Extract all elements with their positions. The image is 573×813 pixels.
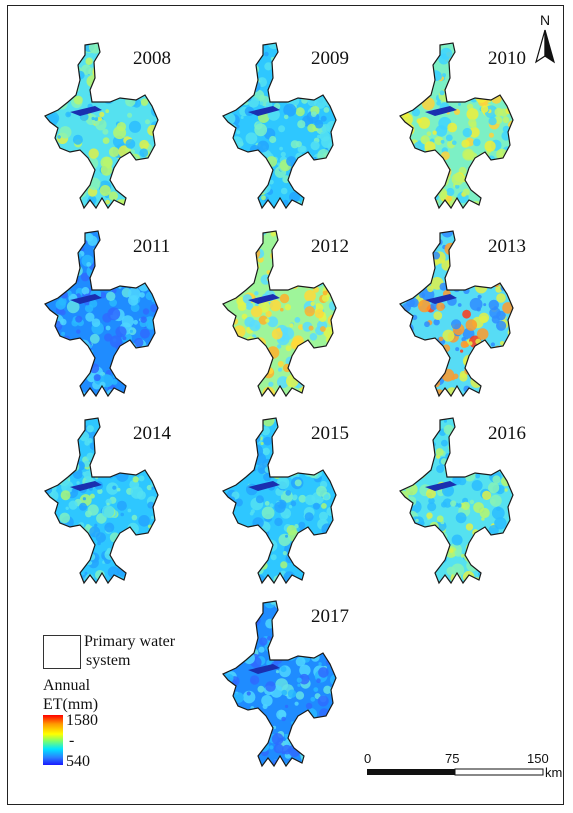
year-label-2014: 2014 <box>133 423 171 444</box>
scale-segment-white <box>454 768 544 776</box>
north-label: N <box>539 12 551 28</box>
et-map-2012 <box>222 230 337 398</box>
scale-segment-black <box>367 769 455 775</box>
map-panel-2016: 2016 <box>395 415 565 595</box>
et-map-2013 <box>399 230 514 398</box>
et-map-2015 <box>222 417 337 585</box>
scale-tick-0: 0 <box>364 751 372 766</box>
map-panel-2015: 2015 <box>218 415 388 595</box>
et-map-2010 <box>399 42 514 210</box>
et-map-2014 <box>44 417 159 585</box>
year-label-2017: 2017 <box>311 606 349 627</box>
year-label-2011: 2011 <box>133 236 171 257</box>
et-color-ramp <box>43 715 63 765</box>
map-panel-2014: 2014 <box>40 415 210 595</box>
et-map-2016 <box>399 417 514 585</box>
et-map-2017 <box>222 600 337 768</box>
map-panel-2011: 2011 <box>40 228 210 408</box>
legend-min: 540 <box>66 753 90 770</box>
legend-max: 1580 <box>66 712 98 729</box>
year-label-2010: 2010 <box>488 48 526 69</box>
year-label-2015: 2015 <box>311 423 349 444</box>
year-label-2016: 2016 <box>488 423 526 444</box>
et-map-2011 <box>44 230 159 398</box>
legend-mid: - <box>69 732 75 749</box>
legend-et-line2: ET(mm) <box>43 696 99 713</box>
north-arrow-icon <box>534 29 556 64</box>
map-panel-2009: 2009 <box>218 40 388 220</box>
legend-water-line2: system <box>86 652 131 669</box>
map-panel-2010: 2010 <box>395 40 565 220</box>
scale-tick-75: 75 <box>445 751 460 766</box>
year-label-2009: 2009 <box>311 48 349 69</box>
map-panel-2008: 2008 <box>40 40 210 220</box>
scale-tick-150: 150 <box>527 751 549 766</box>
map-panel-2017: 2017 <box>218 598 388 778</box>
map-panel-2013: 2013 <box>395 228 565 408</box>
legend-water-line1: Primary water <box>84 633 176 650</box>
year-label-2012: 2012 <box>311 236 349 257</box>
water-system-swatch <box>43 635 81 669</box>
et-map-2008 <box>44 42 159 210</box>
legend-et-line1: Annual <box>43 677 91 694</box>
scale-unit: km <box>545 765 563 780</box>
year-label-2013: 2013 <box>488 236 526 257</box>
map-panel-2012: 2012 <box>218 228 388 408</box>
year-label-2008: 2008 <box>133 48 171 69</box>
north-arrow: N <box>530 12 560 72</box>
et-map-2009 <box>222 42 337 210</box>
